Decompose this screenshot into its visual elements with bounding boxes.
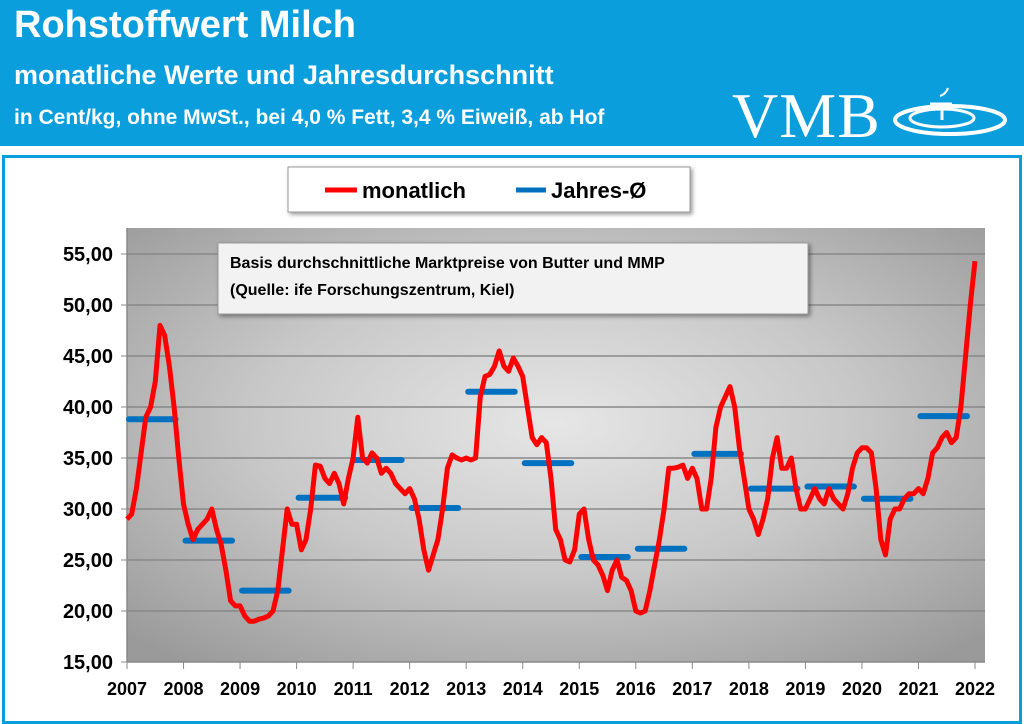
page-subtitle: monatliche Werte und Jahresdurchschnitt (14, 60, 554, 90)
x-tick-label: 2018 (729, 679, 769, 699)
x-tick-label: 2007 (107, 679, 147, 699)
page-title: Rohstoffwert Milch (14, 4, 356, 46)
x-tick-label: 2009 (220, 679, 260, 699)
x-tick-label: 2016 (616, 679, 656, 699)
x-tick-label: 2012 (390, 679, 430, 699)
x-tick-label: 2010 (277, 679, 317, 699)
legend-label-monatlich: monatlich (362, 178, 466, 203)
x-tick-label: 2022 (955, 679, 995, 699)
y-tick-label: 30,00 (63, 499, 113, 521)
x-tick-label: 2015 (559, 679, 599, 699)
legend-label-jahres: Jahres-Ø (551, 178, 646, 203)
x-tick-label: 2019 (785, 679, 825, 699)
header-banner: Rohstoffwert Milch monatliche Werte und … (0, 0, 1024, 151)
x-tick-label: 2014 (503, 679, 543, 699)
x-tick-label: 2011 (334, 679, 373, 699)
y-tick-label: 45,00 (63, 346, 113, 368)
vmb-logo: VMB (732, 80, 881, 151)
x-tick-label: 2020 (842, 679, 882, 699)
annotation-line-1: Basis durchschnittliche Marktpreise von … (230, 255, 665, 272)
y-tick-label: 40,00 (63, 397, 113, 419)
vmb-logo-mark-icon (893, 87, 1007, 136)
unit-note: in Cent/kg, ohne MwSt., bei 4,0 % Fett, … (14, 106, 605, 129)
y-tick-label: 25,00 (63, 550, 113, 572)
annotation-line-2: (Quelle: ife Forschungszentrum, Kiel) (230, 282, 514, 299)
y-tick-label: 15,00 (63, 652, 113, 674)
y-tick-label: 55,00 (63, 244, 113, 266)
x-tick-label: 2008 (164, 679, 204, 699)
y-tick-label: 35,00 (63, 448, 113, 470)
x-tick-label: 2017 (672, 679, 712, 699)
annotation-box: Basis durchschnittliche Marktpreise von … (217, 242, 809, 315)
x-tick-label: 2021 (898, 679, 938, 699)
y-tick-label: 50,00 (63, 295, 113, 317)
x-tick-label: 2013 (446, 679, 486, 699)
series-line-monatlich (125, 260, 978, 624)
legend: monatlich Jahres-Ø (287, 166, 691, 213)
y-tick-label: 20,00 (63, 601, 113, 623)
